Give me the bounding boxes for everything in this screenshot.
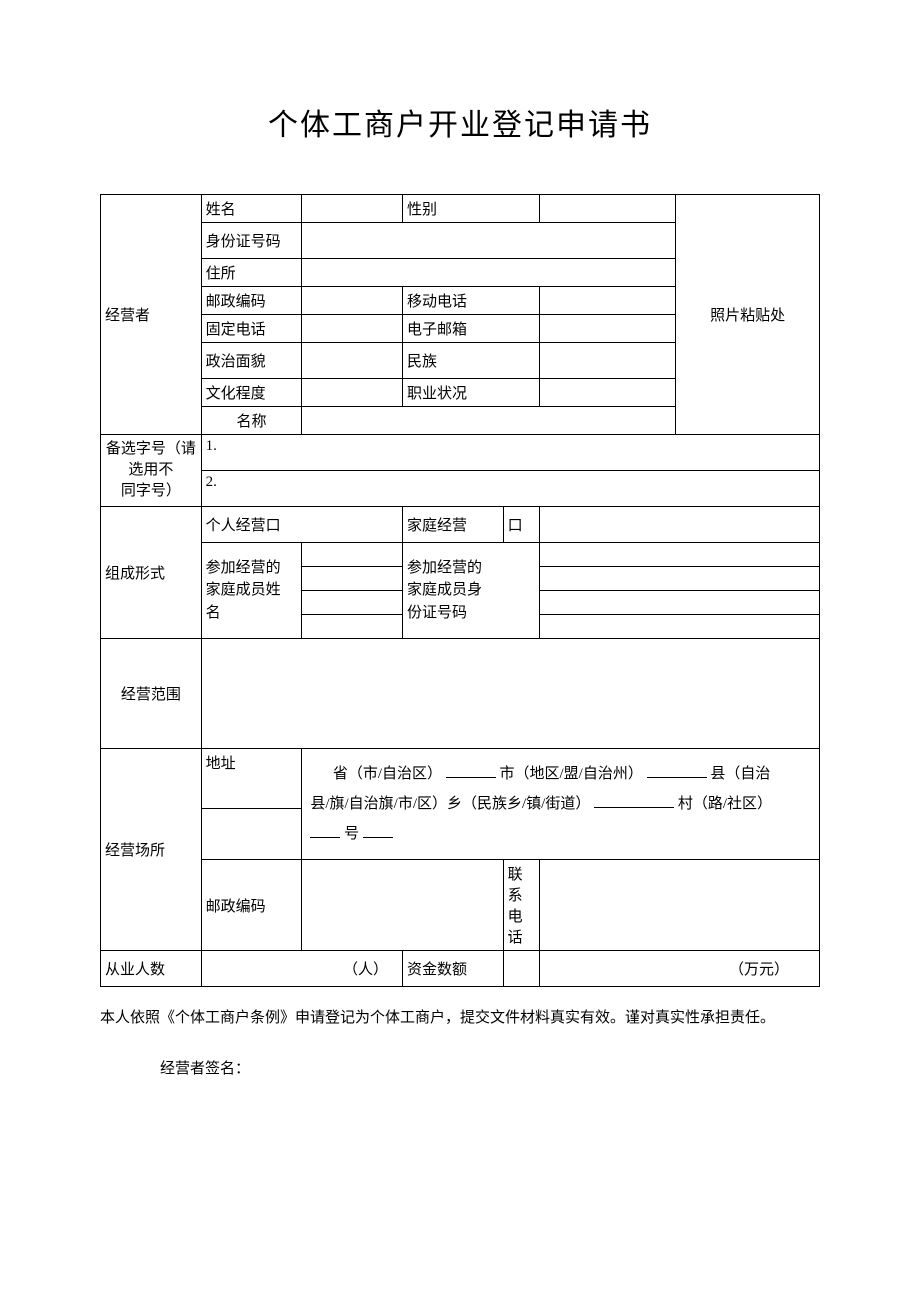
ethnicity-field[interactable] bbox=[539, 343, 676, 379]
employees-label: 从业人数 bbox=[101, 951, 202, 987]
photo-area: 照片粘贴处 bbox=[676, 195, 820, 435]
address-field[interactable]: 省（市/自治区） 市（地区/盟/自治州） 县（自治 县/旗/自治旗/市/区）乡（… bbox=[302, 749, 820, 860]
page-title: 个体工商户开业登记申请书 bbox=[100, 100, 820, 144]
operator-section-label: 经营者 bbox=[101, 195, 202, 435]
declaration-text: 本人依照《个体工商户条例》申请登记为个体工商户，提交文件材料真实有效。谨对真实性… bbox=[100, 1005, 820, 1032]
postcode-label: 邮政编码 bbox=[201, 287, 302, 315]
scope-label: 经营范围 bbox=[101, 639, 202, 749]
education-field[interactable] bbox=[302, 379, 403, 407]
email-label: 电子邮箱 bbox=[402, 315, 539, 343]
capital-label: 资金数额 bbox=[402, 951, 503, 987]
email-field[interactable] bbox=[539, 315, 676, 343]
member-name-1[interactable] bbox=[302, 543, 403, 567]
id-field[interactable] bbox=[302, 223, 676, 259]
address-label-ext bbox=[201, 808, 302, 859]
capital-field[interactable] bbox=[503, 951, 539, 987]
phone-field[interactable] bbox=[302, 315, 403, 343]
alternate-option-2[interactable]: 2. bbox=[201, 471, 819, 507]
member-id-1[interactable] bbox=[539, 543, 819, 567]
premises-postcode-field[interactable] bbox=[302, 860, 503, 951]
member-id-2[interactable] bbox=[539, 567, 819, 591]
business-name-field[interactable] bbox=[302, 407, 820, 435]
premises-contact-field[interactable] bbox=[539, 860, 819, 951]
residence-field[interactable] bbox=[302, 259, 676, 287]
alternate-label: 备选字号（请 选用不 同字号） bbox=[101, 435, 202, 507]
premises-contact-label: 联系电话 bbox=[503, 860, 539, 951]
mobile-field[interactable] bbox=[539, 287, 676, 315]
member-id-3[interactable] bbox=[539, 591, 819, 615]
alternate-option-1[interactable]: 1. bbox=[201, 435, 819, 471]
phone-label: 固定电话 bbox=[201, 315, 302, 343]
occupation-field[interactable] bbox=[539, 379, 676, 407]
member-id-label: 参加经营的 家庭成员身 份证号码 bbox=[402, 543, 539, 639]
capital-unit: （万元） bbox=[539, 951, 819, 987]
ethnicity-label: 民族 bbox=[402, 343, 539, 379]
individual-business-label: 个人经营口 bbox=[201, 507, 402, 543]
premises-section-label: 经营场所 bbox=[101, 749, 202, 951]
gender-field[interactable] bbox=[539, 195, 676, 223]
mobile-label: 移动电话 bbox=[402, 287, 539, 315]
premises-postcode-label: 邮政编码 bbox=[201, 860, 302, 951]
id-label: 身份证号码 bbox=[201, 223, 302, 259]
application-form-table: 经营者 姓名 性别 照片粘贴处 身份证号码 住所 邮政编码 移动电话 固定电话 … bbox=[100, 194, 820, 987]
address-label: 地址 bbox=[201, 749, 302, 809]
residence-label: 住所 bbox=[201, 259, 302, 287]
member-id-4[interactable] bbox=[539, 615, 819, 639]
occupation-label: 职业状况 bbox=[402, 379, 539, 407]
family-business-checkbox[interactable]: 口 bbox=[503, 507, 539, 543]
member-name-label: 参加经营的 家庭成员姓 名 bbox=[201, 543, 302, 639]
name-field[interactable] bbox=[302, 195, 403, 223]
composition-blank bbox=[539, 507, 819, 543]
education-label: 文化程度 bbox=[201, 379, 302, 407]
political-field[interactable] bbox=[302, 343, 403, 379]
member-name-4[interactable] bbox=[302, 615, 403, 639]
member-name-2[interactable] bbox=[302, 567, 403, 591]
composition-section-label: 组成形式 bbox=[101, 507, 202, 639]
political-label: 政治面貌 bbox=[201, 343, 302, 379]
employees-field[interactable]: （人） bbox=[201, 951, 402, 987]
business-name-label: 名称 bbox=[201, 407, 302, 435]
member-name-3[interactable] bbox=[302, 591, 403, 615]
name-label: 姓名 bbox=[201, 195, 302, 223]
postcode-field[interactable] bbox=[302, 287, 403, 315]
scope-field[interactable] bbox=[201, 639, 819, 749]
signature-label: 经营者签名： bbox=[160, 1057, 820, 1078]
gender-label: 性别 bbox=[402, 195, 539, 223]
family-business-label: 家庭经营 bbox=[402, 507, 503, 543]
